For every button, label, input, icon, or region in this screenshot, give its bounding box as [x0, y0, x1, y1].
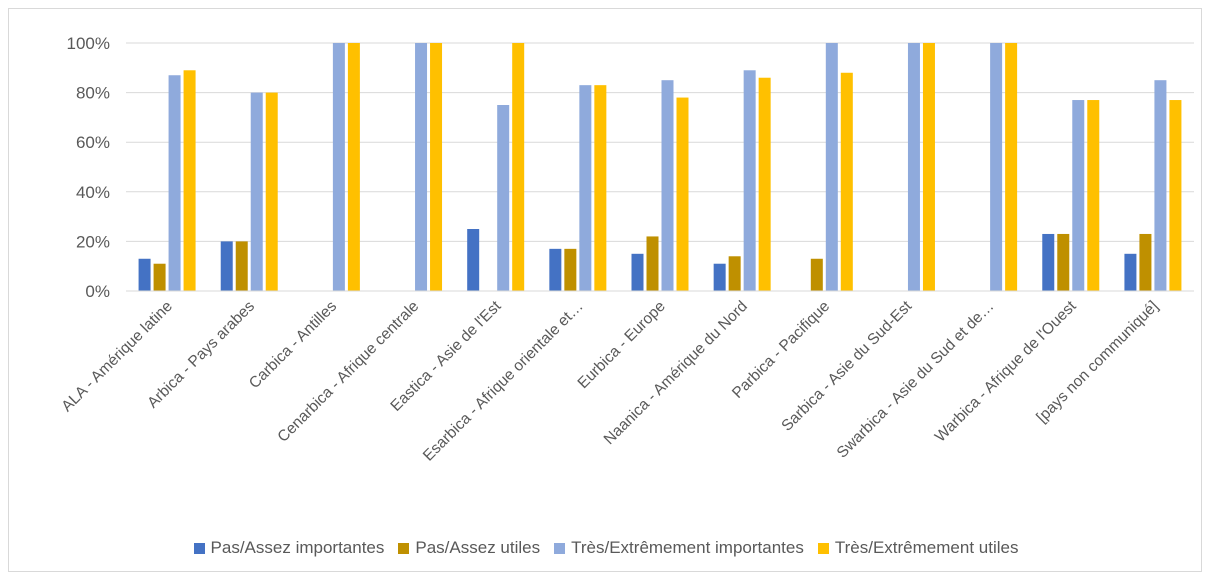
- bar: [564, 248, 577, 291]
- bar: [415, 43, 428, 291]
- y-tick-label: 0%: [85, 282, 110, 301]
- bar: [220, 241, 233, 291]
- bar: [168, 75, 181, 292]
- x-category-label: Eurbica - Europe: [575, 298, 669, 392]
- bar: [579, 85, 592, 291]
- bar: [467, 229, 480, 291]
- bar: [646, 236, 659, 291]
- bar: [1057, 233, 1070, 291]
- bar: [1087, 100, 1100, 291]
- legend-swatch: [193, 542, 205, 554]
- bar: [183, 70, 196, 291]
- bar: [922, 43, 935, 291]
- legend-item: Très/Extrêmement importantes: [554, 538, 804, 558]
- x-category-label: Warbica - Afrique de l'Ouest: [932, 297, 1080, 445]
- legend-label: Très/Extrêmement utiles: [834, 538, 1019, 557]
- legend-item: Pas/Assez utiles: [398, 538, 540, 558]
- bar: [1005, 43, 1018, 291]
- legend-item: Pas/Assez importantes: [193, 538, 385, 558]
- bar: [332, 43, 345, 291]
- bar: [497, 105, 510, 291]
- bar: [810, 258, 823, 291]
- bar: [235, 241, 248, 291]
- x-category-label: Carbica - Antilles: [246, 298, 340, 392]
- y-tick-label: 60%: [76, 133, 110, 152]
- x-category-label: Cenarbica - Afrique centrale: [274, 298, 422, 446]
- bar: [265, 92, 278, 291]
- bar: [825, 43, 838, 291]
- legend: Pas/Assez importantes Pas/Assez utiles Trè…: [0, 538, 1212, 558]
- bar: [1124, 253, 1137, 291]
- bar: [430, 43, 443, 291]
- legend-swatch: [398, 542, 410, 554]
- y-tick-label: 80%: [76, 84, 110, 103]
- legend-swatch: [817, 542, 829, 554]
- bar: [1139, 233, 1152, 291]
- bar: [250, 92, 263, 291]
- bar: [549, 248, 562, 291]
- bar: [1154, 80, 1167, 291]
- bar: [743, 70, 756, 291]
- bar: [758, 77, 771, 291]
- y-tick-label: 40%: [76, 183, 110, 202]
- bar: [1042, 233, 1055, 291]
- bar: [512, 43, 525, 291]
- bar: [138, 258, 151, 291]
- bar: [347, 43, 360, 291]
- x-category-label: Naanica - Amérique du Nord: [601, 298, 751, 448]
- bar: [1072, 100, 1085, 291]
- legend-swatch: [554, 542, 566, 554]
- y-tick-label: 20%: [76, 232, 110, 251]
- bar: [661, 80, 674, 291]
- x-category-label: Sarbica - Asie du Sud-Est: [778, 297, 915, 434]
- x-category-label: Esarbica - Afrique orientale et…: [420, 298, 587, 465]
- legend-label: Pas/Assez utiles: [415, 538, 541, 557]
- legend-label: Pas/Assez importantes: [210, 538, 385, 557]
- bar: [594, 85, 607, 291]
- y-tick-label: 100%: [67, 34, 110, 53]
- legend-label: Très/Extrêmement importantes: [571, 538, 804, 557]
- bar: [840, 72, 853, 291]
- bar: [1169, 100, 1182, 291]
- legend-item: Très/Extrêmement utiles: [817, 538, 1019, 558]
- bar: [990, 43, 1003, 291]
- bar: [631, 253, 644, 291]
- bar: [728, 256, 741, 291]
- bar: [153, 263, 166, 291]
- bar: [907, 43, 920, 291]
- bar: [676, 97, 689, 291]
- x-category-label: Swarbica - Asie du Sud et de…: [834, 298, 998, 462]
- bar: [713, 263, 726, 291]
